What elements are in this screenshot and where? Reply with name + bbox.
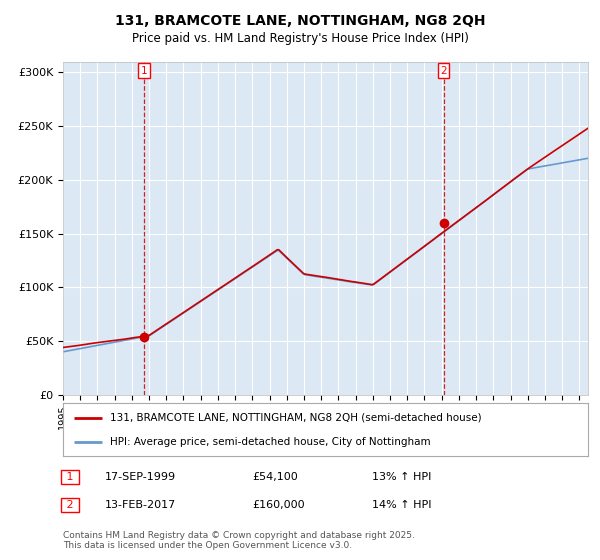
Text: 17-SEP-1999: 17-SEP-1999	[105, 472, 176, 482]
Text: 2: 2	[63, 500, 77, 510]
Text: 1: 1	[141, 66, 148, 76]
Text: 14% ↑ HPI: 14% ↑ HPI	[372, 500, 431, 510]
Text: 131, BRAMCOTE LANE, NOTTINGHAM, NG8 2QH: 131, BRAMCOTE LANE, NOTTINGHAM, NG8 2QH	[115, 14, 485, 28]
Text: Contains HM Land Registry data © Crown copyright and database right 2025.
This d: Contains HM Land Registry data © Crown c…	[63, 530, 415, 550]
Text: 13-FEB-2017: 13-FEB-2017	[105, 500, 176, 510]
Text: £160,000: £160,000	[252, 500, 305, 510]
Text: £54,100: £54,100	[252, 472, 298, 482]
Text: 2: 2	[440, 66, 447, 76]
Text: HPI: Average price, semi-detached house, City of Nottingham: HPI: Average price, semi-detached house,…	[110, 437, 431, 447]
Text: Price paid vs. HM Land Registry's House Price Index (HPI): Price paid vs. HM Land Registry's House …	[131, 32, 469, 45]
Text: 131, BRAMCOTE LANE, NOTTINGHAM, NG8 2QH (semi-detached house): 131, BRAMCOTE LANE, NOTTINGHAM, NG8 2QH …	[110, 413, 482, 423]
Text: 1: 1	[63, 472, 77, 482]
Text: 13% ↑ HPI: 13% ↑ HPI	[372, 472, 431, 482]
